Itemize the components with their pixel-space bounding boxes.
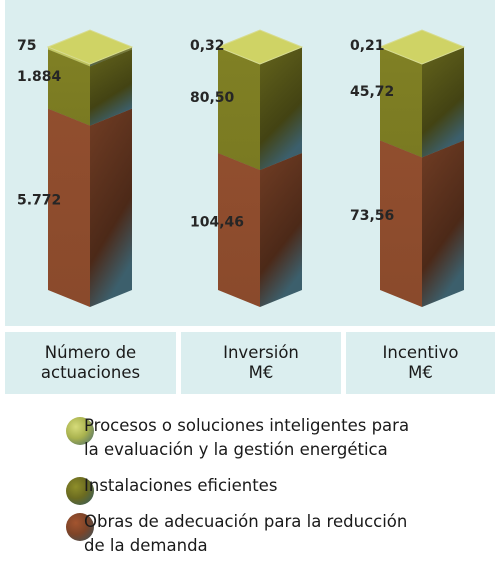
legend-label-line: de la demanda (84, 536, 208, 555)
bar-top-cap (378, 29, 466, 65)
bar-segment-obras-side (422, 140, 464, 307)
category-label-line: actuaciones (40, 363, 141, 382)
bar-group (216, 29, 304, 307)
bar-segment-procesos-side (90, 47, 132, 67)
value-label-procesos: 0,32 (190, 38, 225, 54)
bar-group (378, 29, 466, 307)
value-label-obras: 73,56 (350, 208, 394, 224)
bar-segment-instalaciones-front (380, 47, 422, 158)
legend-item-instalaciones: Instalaciones eficientes (66, 474, 486, 505)
chart-panel: 5.772 1.884 75 104,46 80,50 0,32 73,56 45,72 0,2… (5, 0, 495, 326)
bar-segment-instalaciones-side (422, 47, 464, 158)
bar-segment-obras-front (380, 140, 422, 307)
category-label-line: Inversión (223, 343, 299, 362)
legend-swatch-instalaciones (66, 477, 94, 505)
category-box-actuaciones: Número de actuaciones (5, 332, 176, 394)
value-label-obras: 5.772 (17, 192, 61, 208)
legend-item-procesos: Procesos o soluciones inteligentes para … (66, 414, 486, 466)
legend-swatch-obras (66, 513, 94, 541)
legend-swatch-procesos (66, 417, 94, 445)
value-label-procesos: 75 (17, 38, 36, 54)
category-label-line: Incentivo (382, 343, 459, 362)
stacked-bar-chart: 5.772 1.884 75 104,46 80,50 0,32 73,56 45,72 0,2… (17, 29, 466, 307)
category-box-inversion: Inversión M€ (181, 332, 341, 394)
bar-segment-obras-side (90, 108, 132, 307)
bar-segment-obras-front (48, 108, 90, 307)
bar-segment-instalaciones-side (260, 47, 302, 170)
legend-label-line: Obras de adecuación para la reducción (84, 512, 408, 531)
bar-segment-obras-side (260, 152, 302, 307)
category-label-line: M€ (408, 363, 433, 382)
value-label-procesos: 0,21 (350, 38, 385, 54)
legend-item-obras: Obras de adecuación para la reducción de… (66, 510, 486, 562)
legend-label-line: Procesos o soluciones inteligentes para (84, 416, 410, 435)
bar-segment-instalaciones-front (48, 49, 90, 126)
category-label-line: Número de (44, 343, 137, 362)
bar-segment-instalaciones-front (218, 47, 260, 170)
value-label-instalaciones: 80,50 (190, 90, 235, 106)
value-label-instalaciones: 45,72 (350, 84, 394, 100)
bar-segment-instalaciones-side (90, 49, 132, 126)
bar-segment-procesos-front (48, 47, 90, 67)
value-label-instalaciones: 1.884 (17, 69, 62, 85)
legend-label-line: Instalaciones eficientes (84, 476, 278, 495)
bar-segment-obras-front (218, 152, 260, 307)
category-box-incentivo: Incentivo M€ (346, 332, 495, 394)
bar-top-cap (216, 29, 304, 65)
bar-group (46, 29, 134, 307)
bar-top-cap (46, 29, 134, 65)
category-label-line: M€ (248, 363, 274, 382)
value-label-obras: 104,46 (190, 214, 244, 230)
legend-label-line: la evaluación y la gestión energética (84, 440, 388, 459)
